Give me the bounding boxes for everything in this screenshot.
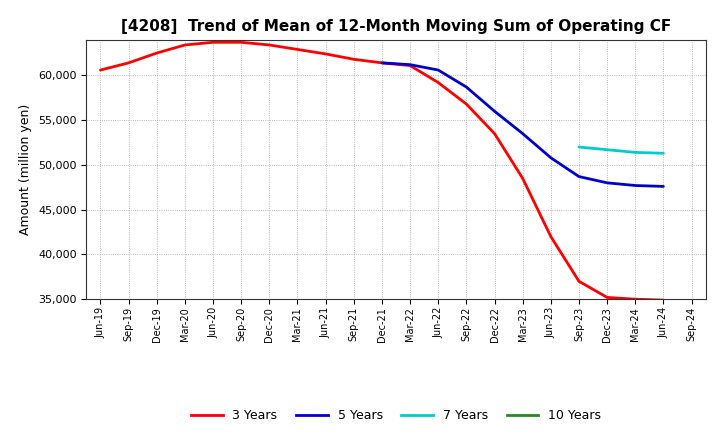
Legend: 3 Years, 5 Years, 7 Years, 10 Years: 3 Years, 5 Years, 7 Years, 10 Years: [186, 404, 606, 427]
Title: [4208]  Trend of Mean of 12-Month Moving Sum of Operating CF: [4208] Trend of Mean of 12-Month Moving …: [121, 19, 671, 34]
Y-axis label: Amount (million yen): Amount (million yen): [19, 104, 32, 235]
